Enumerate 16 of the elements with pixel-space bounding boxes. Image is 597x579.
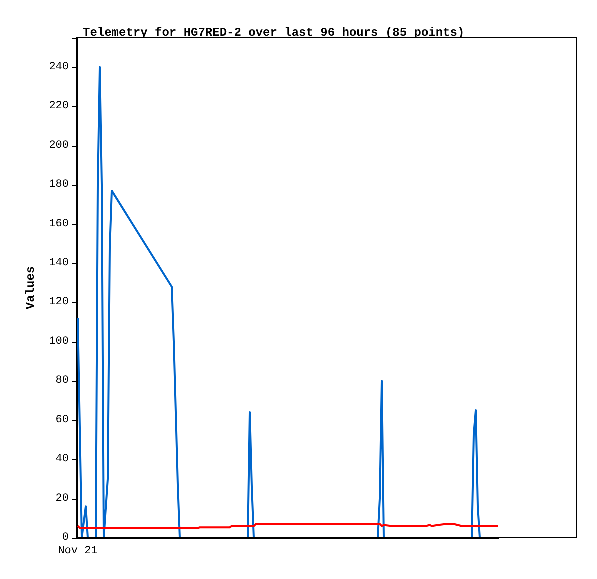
y-tick-label: 240 — [49, 61, 69, 74]
y-tick-label: 140 — [49, 257, 69, 270]
y-tick-label: 120 — [49, 296, 69, 309]
y-tick-label: 20 — [56, 492, 69, 505]
x-tick-label: Nov 21 — [58, 546, 98, 558]
y-tick-label: 80 — [56, 375, 69, 388]
y-axis-title: Values — [24, 266, 38, 310]
y-tick-label: 100 — [49, 336, 69, 348]
y-tick-label: 160 — [49, 218, 69, 230]
y-tick-label: 180 — [49, 179, 69, 192]
chart-title: Telemetry for HG7RED-2 over last 96 hours (85 points) — [83, 26, 465, 40]
y-tick-label: 220 — [49, 100, 69, 113]
y-tick-label: 200 — [49, 140, 69, 152]
y-tick-label: 40 — [56, 454, 69, 466]
y-tick-label: 0 — [62, 532, 69, 544]
y-tick-label: 60 — [56, 414, 69, 426]
